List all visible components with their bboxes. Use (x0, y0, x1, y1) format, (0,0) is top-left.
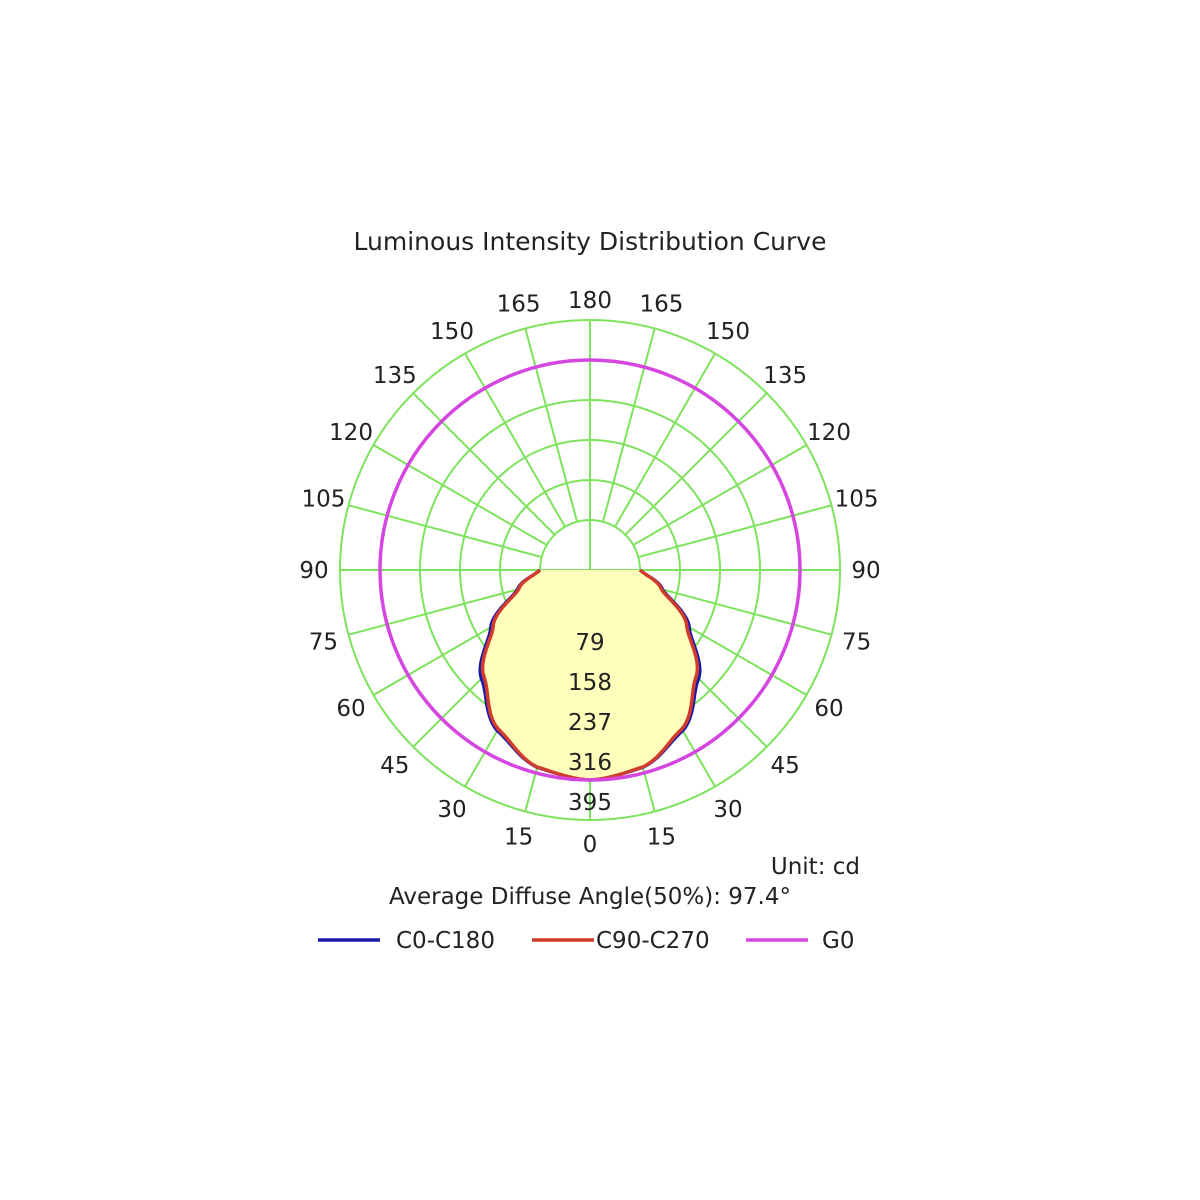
angle-tick-label: 135 (763, 363, 807, 389)
grid-spoke (632, 444, 808, 546)
angle-tick-labels: 180 1651501351201059075604530150165150135… (299, 288, 880, 858)
legend: C0-C180 C90-C270 G0 (318, 928, 854, 954)
angle-tick-label: 135 (373, 363, 417, 389)
angle-tick-label: 45 (380, 753, 409, 779)
angle-tick-label: 45 (771, 753, 800, 779)
angle-tick-label: 60 (336, 696, 365, 722)
angle-tick-label: 30 (437, 797, 466, 823)
grid-spoke (348, 581, 542, 636)
grid-spoke (614, 352, 716, 528)
legend-item-c0-c180: C0-C180 (318, 928, 495, 954)
radial-tick-label: 395 (568, 790, 612, 816)
grid-spoke (524, 328, 579, 522)
angle-tick-label: 90 (851, 558, 880, 584)
angle-tick-label: 15 (647, 825, 676, 851)
unit-label: Unit: cd (771, 854, 860, 880)
angle-tick-label: 120 (807, 420, 851, 446)
chart-title: Luminous Intensity Distribution Curve (354, 227, 827, 256)
legend-label: C90-C270 (596, 928, 710, 954)
angle-tick-label: 90 (299, 558, 328, 584)
angle-tick-label: 105 (835, 487, 879, 513)
angle-tick-label: 150 (430, 319, 474, 345)
radial-tick-label: 158 (568, 670, 612, 696)
legend-item-c90-c270: C90-C270 (532, 928, 710, 954)
grid-spoke (412, 392, 556, 536)
angle-tick-label: 30 (713, 797, 742, 823)
angle-tick-label: 150 (706, 319, 750, 345)
angle-tick-label: 75 (309, 629, 338, 655)
radial-tick-label: 237 (568, 710, 612, 736)
radial-tick-label: 79 (575, 630, 604, 656)
angle-tick-label: 165 (497, 291, 541, 317)
grid-spoke (624, 392, 768, 536)
angle-tick-label: 165 (639, 291, 683, 317)
grid-spoke (638, 581, 832, 636)
grid-spoke (372, 444, 548, 546)
legend-label: C0-C180 (396, 928, 495, 954)
radial-tick-labels: 79 158 237 316 395 (568, 630, 612, 816)
grid-spoke (638, 504, 832, 559)
series-g0-curve (378, 358, 802, 782)
angle-tick-label: 60 (814, 696, 843, 722)
angle-tick-label: 180 (568, 288, 612, 314)
grid-spoke (464, 352, 566, 528)
average-diffuse-angle: Average Diffuse Angle(50%): 97.4° (389, 884, 791, 910)
angle-tick-label: 105 (301, 487, 345, 513)
angle-tick-label: 15 (504, 825, 533, 851)
radial-tick-label: 316 (568, 750, 612, 776)
angle-tick-label: 0 (583, 832, 598, 858)
grid-spoke (348, 504, 542, 559)
grid-spoke (601, 328, 656, 522)
legend-item-g0: G0 (746, 928, 854, 954)
angle-tick-label: 75 (842, 629, 871, 655)
angle-tick-label: 120 (329, 420, 373, 446)
intensity-fill (482, 570, 698, 780)
intensity-curves (378, 358, 802, 782)
legend-label: G0 (822, 928, 854, 954)
